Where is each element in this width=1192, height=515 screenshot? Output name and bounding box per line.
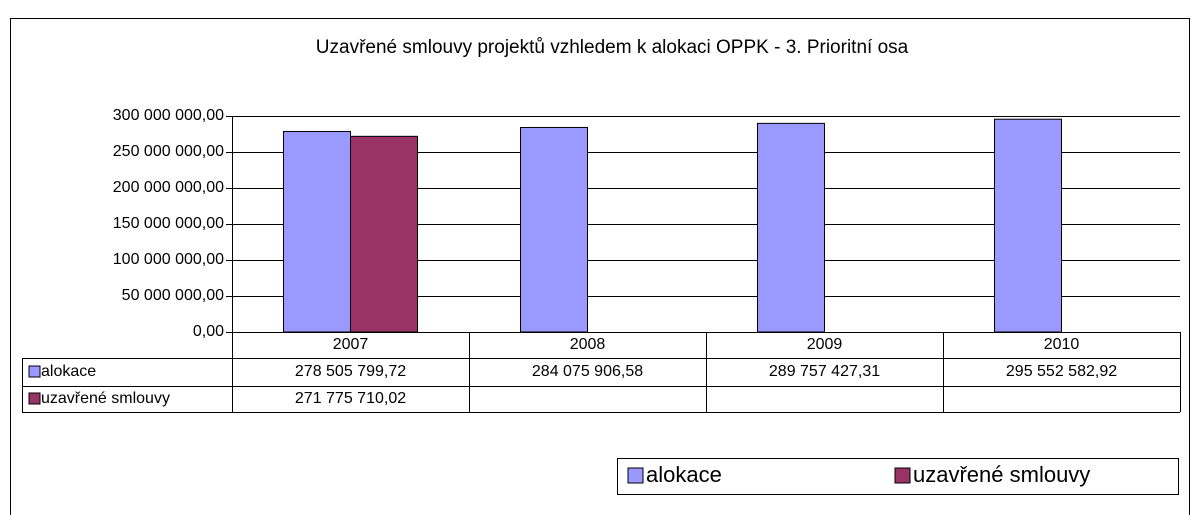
table-row-label: alokace — [41, 363, 96, 380]
bar — [994, 118, 1062, 333]
y-tick-label: 150 000 000,00 — [113, 215, 224, 232]
legend-label: alokace — [646, 462, 722, 487]
table-value: 295 552 582,92 — [1006, 363, 1117, 380]
chart-frame — [10, 18, 1190, 515]
legend-key — [627, 467, 644, 484]
bar — [520, 126, 588, 333]
table-legend-key — [28, 365, 41, 378]
legend-label: uzavřené smlouvy — [913, 462, 1090, 487]
table-value: 284 075 906,58 — [532, 363, 643, 380]
table-value: 278 505 799,72 — [295, 363, 406, 380]
x-tick-label: 2009 — [807, 336, 843, 353]
table-value: 289 757 427,31 — [769, 363, 880, 380]
x-tick-label: 2007 — [333, 336, 369, 353]
y-tick-label: 200 000 000,00 — [113, 179, 224, 196]
chart-title: Uzavřené smlouvy projektů vzhledem k alo… — [316, 37, 909, 58]
legend-key — [894, 467, 911, 484]
y-tick-label: 0,00 — [193, 323, 224, 340]
y-tick-label: 100 000 000,00 — [113, 251, 224, 268]
x-tick-label: 2008 — [570, 336, 606, 353]
table-value: 271 775 710,02 — [295, 390, 406, 407]
y-tick-label: 50 000 000,00 — [122, 287, 224, 304]
bar — [283, 130, 351, 333]
bar — [350, 135, 418, 333]
table-legend-key — [28, 392, 41, 405]
table-row-label: uzavřené smlouvy — [41, 390, 170, 407]
bar — [757, 122, 825, 333]
y-tick-label: 250 000 000,00 — [113, 143, 224, 160]
y-tick-label: 300 000 000,00 — [113, 107, 224, 124]
x-tick-label: 2010 — [1044, 336, 1080, 353]
